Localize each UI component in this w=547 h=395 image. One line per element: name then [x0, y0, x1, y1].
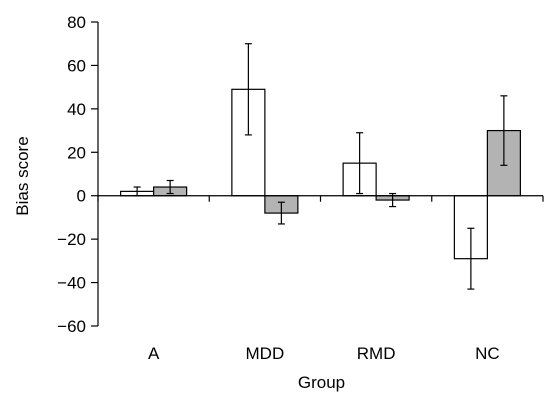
error-bar-mdd-series-2 [277, 201, 285, 225]
error-bar-nc-series-2 [500, 95, 508, 166]
category-labels: A MDD RMD NC [148, 344, 500, 363]
y-tick-label: 80 [67, 13, 86, 32]
y-axis-title: Bias score [13, 136, 32, 215]
y-tick-label: −40 [57, 274, 86, 293]
x-axis-title: Group [298, 373, 345, 392]
y-tick-label: 0 [77, 187, 86, 206]
category-label-a: A [148, 344, 160, 363]
y-axis-ticks: −60 −40 −20 0 20 40 60 80 [57, 13, 98, 336]
y-tick-label: −60 [57, 317, 86, 336]
y-tick-label: 40 [67, 100, 86, 119]
category-label-nc: NC [475, 344, 500, 363]
error-bar-mdd-series-1 [244, 43, 252, 136]
bar-series [120, 88, 521, 260]
category-label-rmd: RMD [357, 344, 396, 363]
y-tick-label: 20 [67, 143, 86, 162]
error-bar-a-series-2 [166, 179, 174, 195]
error-bar-nc-series-1 [467, 227, 475, 290]
y-tick-label: 60 [67, 56, 86, 75]
y-tick-label: −20 [57, 230, 86, 249]
error-bars [133, 43, 508, 290]
category-label-mdd: MDD [246, 344, 285, 363]
error-bar-rmd-series-1 [356, 132, 364, 195]
